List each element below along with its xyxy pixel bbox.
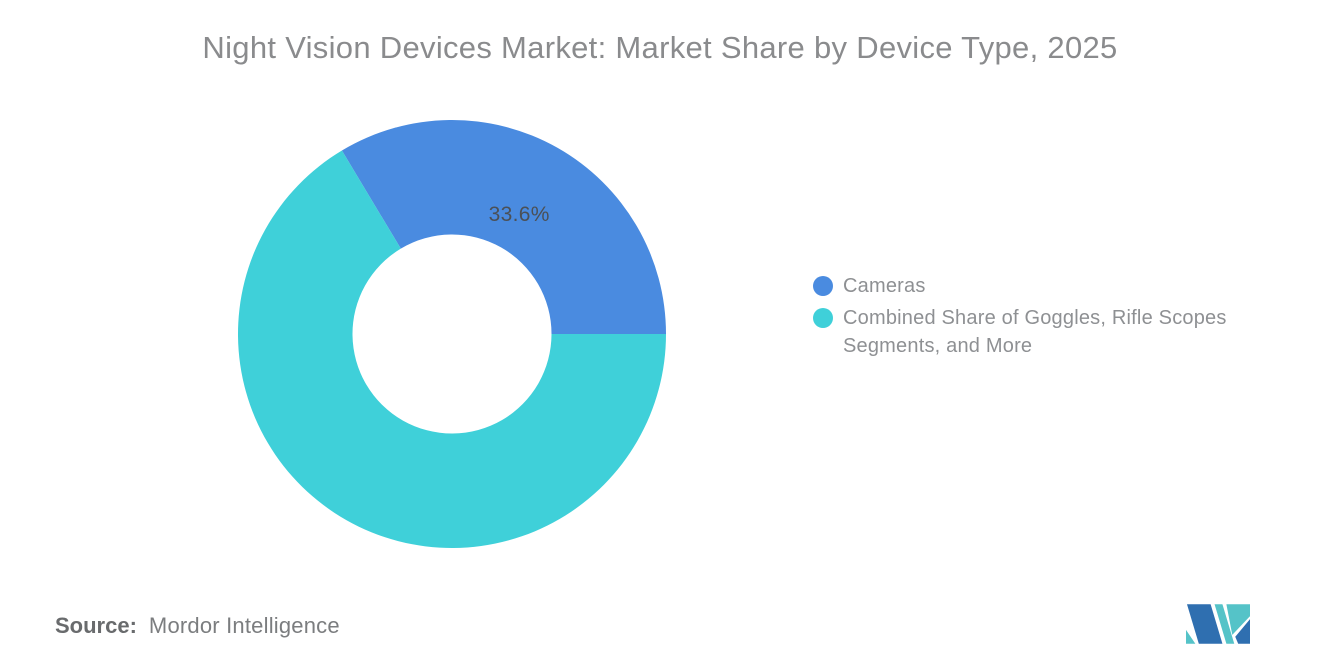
donut-slice-1[interactable]: [237, 150, 667, 549]
donut-slice-0[interactable]: [341, 120, 666, 334]
slice-data-label: 33.6%: [488, 203, 550, 227]
donut-chart: 33.6%: [237, 119, 667, 549]
mordor-intelligence-logo: [1186, 604, 1251, 644]
legend-label-cameras: Cameras: [843, 275, 926, 297]
legend: Cameras Combined Share of Goggles, Rifle…: [813, 272, 1283, 364]
legend-swatch-combined-share-icon: [813, 308, 833, 328]
mordor-intelligence-logo-icon: [1186, 604, 1251, 644]
legend-swatch-cameras-icon: [813, 276, 833, 296]
legend-item-cameras[interactable]: Cameras: [813, 272, 1283, 300]
chart-title: Night Vision Devices Market: Market Shar…: [202, 30, 1118, 65]
source-line: Source: Mordor Intelligence: [55, 613, 340, 639]
donut-svg: [237, 120, 667, 549]
source-label: Source:: [55, 613, 137, 638]
legend-item-combined-share[interactable]: Combined Share of Goggles, Rifle Scopes …: [813, 304, 1283, 360]
source-value: Mordor Intelligence: [148, 613, 340, 638]
legend-label-combined-share: Combined Share of Goggles, Rifle Scopes …: [843, 307, 1227, 357]
